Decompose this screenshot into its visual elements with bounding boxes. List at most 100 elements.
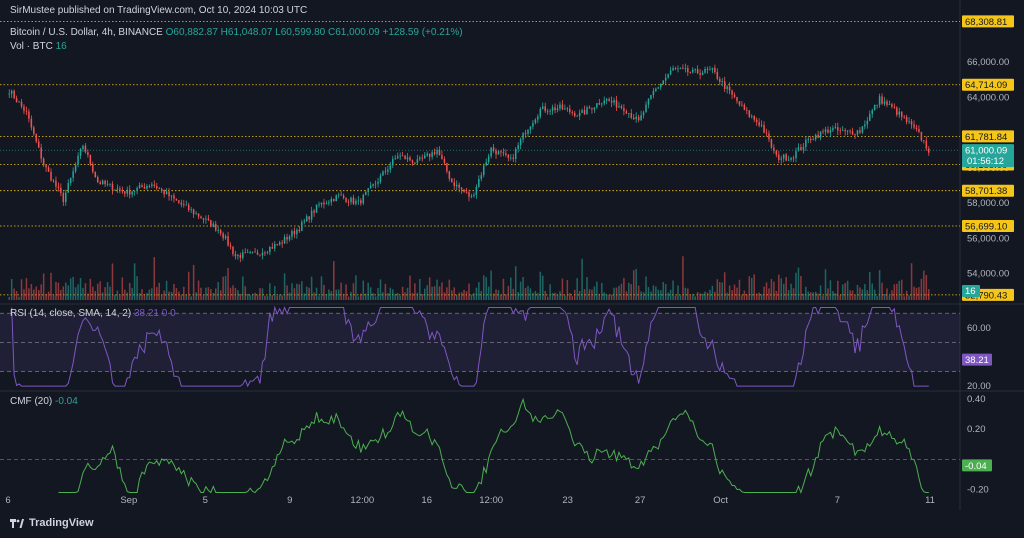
volume-label: Vol · BTC — [10, 41, 53, 52]
volume-bar — [276, 295, 278, 300]
volume-bar — [436, 279, 438, 300]
volume-bar — [237, 290, 239, 300]
candle-body — [598, 103, 601, 105]
candle-body — [396, 156, 399, 159]
candle-body — [719, 79, 721, 82]
volume-bar — [886, 288, 888, 300]
rsi-legend[interactable]: RSI (14, close, SMA, 14, 2) 38.21 0 0 — [10, 308, 176, 319]
volume-bar — [470, 294, 473, 300]
candle-body — [281, 242, 283, 244]
candle-body — [768, 133, 770, 140]
volume-bar — [15, 291, 18, 300]
volume-bar — [699, 293, 701, 300]
volume-bar — [736, 287, 738, 300]
candle-body — [369, 185, 372, 189]
volume-bar — [389, 287, 392, 300]
volume-bar — [148, 289, 151, 300]
volume-legend[interactable]: Vol · BTC 16 — [10, 41, 67, 52]
volume-bar — [898, 280, 901, 300]
price-level-tag — [962, 78, 1014, 91]
ohlc-open: O60,882.87 — [165, 27, 218, 38]
candle-body — [136, 187, 138, 191]
candle-body — [210, 219, 212, 227]
candle-body — [264, 252, 266, 254]
volume-bar — [151, 288, 153, 300]
candle-body — [234, 254, 237, 257]
candle-body — [736, 97, 738, 102]
candle-body — [35, 133, 38, 142]
volume-bar — [360, 293, 362, 300]
candle-body — [657, 87, 660, 89]
candle-body — [728, 86, 731, 91]
volume-bar — [197, 280, 200, 300]
candle-body — [114, 189, 116, 191]
candle-body — [25, 111, 28, 112]
volume-bar — [35, 286, 38, 300]
volume-bar — [765, 282, 768, 300]
candle-body — [578, 112, 581, 116]
volume-bar — [138, 293, 141, 300]
symbol-legend[interactable]: Bitcoin / U.S. Dollar, 4h, BINANCE O60,8… — [10, 27, 463, 38]
volume-bar — [175, 288, 178, 300]
candle-body — [814, 134, 817, 140]
volume-bar — [623, 277, 625, 300]
volume-bar — [672, 280, 674, 300]
volume-bar — [642, 292, 645, 300]
candle-body — [790, 157, 792, 160]
volume-bar — [851, 290, 854, 300]
volume-bar — [246, 293, 249, 300]
volume-bar — [480, 290, 483, 300]
candle-body — [404, 155, 406, 160]
candle-body — [778, 154, 780, 160]
volume-bar — [903, 296, 905, 300]
candle-body — [750, 116, 753, 117]
volume-bar — [849, 290, 851, 300]
volume-bar — [837, 280, 839, 300]
candle-body — [345, 197, 347, 202]
candle-body — [406, 157, 409, 160]
volume-bar — [372, 293, 374, 300]
volume-bar — [69, 278, 72, 300]
candle-body — [632, 117, 635, 120]
candle-body — [387, 169, 389, 172]
volume-bar — [308, 287, 310, 300]
volume-bar — [497, 290, 500, 300]
volume-bar — [694, 296, 696, 300]
volume-bar — [333, 261, 335, 300]
candle-body — [532, 122, 534, 127]
tradingview-logo[interactable]: TradingView — [10, 517, 94, 529]
publisher-line: SirMustee published on TradingView.com, … — [10, 5, 308, 16]
volume-bar — [687, 288, 689, 300]
candle-body — [861, 126, 864, 133]
candle-body — [541, 106, 544, 109]
volume-bar — [411, 293, 414, 300]
candle-body — [165, 191, 168, 195]
volume-bar — [170, 292, 173, 300]
candle-body — [67, 183, 69, 193]
volume-bar — [556, 294, 559, 300]
cmf-legend[interactable]: CMF (20) -0.04 — [10, 396, 78, 407]
candle-body — [878, 96, 881, 105]
volume-bar — [615, 287, 618, 300]
candle-body — [244, 252, 247, 254]
candle-body — [82, 145, 84, 149]
time-tick-label: 11 — [925, 495, 935, 506]
candle-body — [337, 194, 340, 196]
candle-body — [357, 200, 360, 202]
candle-body — [512, 157, 515, 159]
volume-bar — [232, 285, 234, 300]
candle-body — [463, 189, 465, 192]
candle-body — [669, 70, 672, 75]
volume-bar — [451, 290, 453, 300]
volume-bar — [834, 293, 837, 300]
candle-body — [714, 67, 716, 73]
price-levels — [0, 20, 960, 296]
candle-body — [497, 151, 500, 155]
last-price-tag — [962, 144, 1014, 168]
volume-bar — [684, 287, 687, 300]
volume-bar — [883, 294, 886, 300]
volume-bar — [460, 292, 463, 300]
volume-bar — [510, 277, 512, 300]
symbol-title[interactable]: Bitcoin / U.S. Dollar, 4h, BINANCE — [10, 27, 163, 38]
